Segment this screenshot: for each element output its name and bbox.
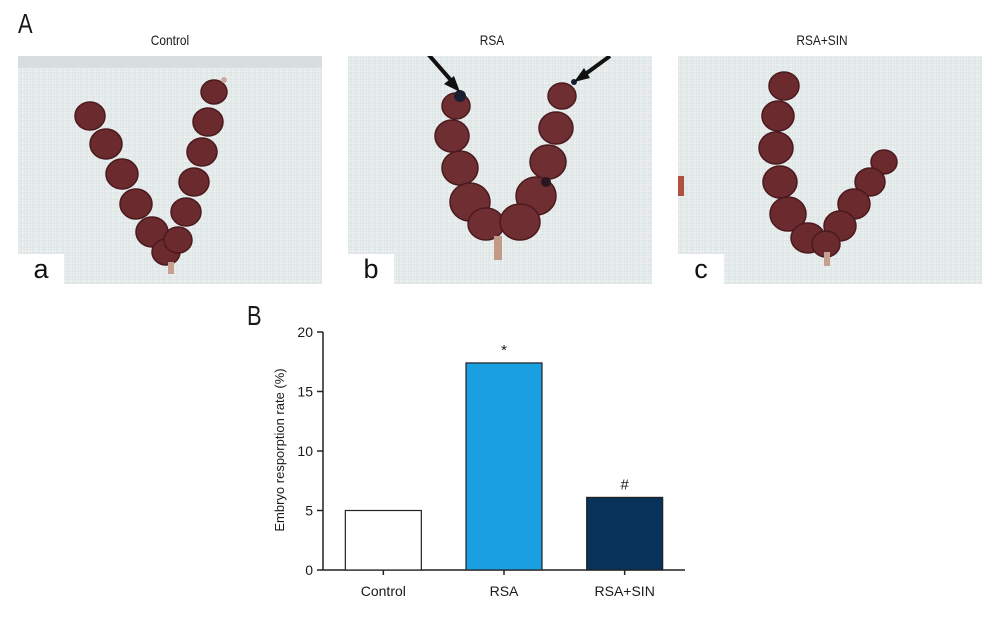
y-tick-label: 10 — [297, 443, 313, 459]
photo-title-rsa: RSA — [479, 32, 505, 48]
y-tick-label: 15 — [297, 384, 313, 400]
photo-rsa-sin: c — [678, 56, 982, 284]
significance-marker: * — [501, 342, 507, 359]
photo-sublabel-c: c — [678, 254, 724, 284]
panel-a-label: A — [18, 8, 33, 39]
y-axis: 0 5 10 15 20 — [297, 324, 324, 578]
significance-marker: # — [620, 476, 629, 493]
bar-control — [344, 509, 422, 571]
photo-rsa: b — [348, 56, 652, 284]
photo-title-rsa-sin: RSA+SIN — [796, 32, 848, 48]
photo-sublabel-b: b — [348, 254, 394, 284]
y-tick-label: 20 — [297, 324, 313, 340]
x-tick-label: RSA+SIN — [595, 583, 655, 599]
panel-b-label: B — [247, 300, 262, 331]
uterus-image-rsa — [348, 56, 652, 284]
photo-control: a — [18, 56, 322, 284]
y-tick-label: 5 — [305, 503, 313, 519]
x-tick-label: RSA — [490, 583, 519, 599]
y-axis-label: Embryo resporption rate (%) — [272, 368, 287, 531]
x-axis: Control RSA RSA+SIN — [323, 569, 685, 599]
bars: *# — [344, 342, 664, 571]
bar-rsa-sin — [586, 496, 664, 571]
bar-rsa — [465, 362, 543, 571]
photo-title-control: Control — [150, 32, 190, 48]
y-tick-label: 0 — [305, 562, 313, 578]
uterus-image-control — [18, 56, 322, 284]
uterus-image-rsa-sin — [678, 56, 982, 284]
photo-sublabel-a: a — [18, 254, 64, 284]
x-tick-label: Control — [361, 583, 406, 599]
